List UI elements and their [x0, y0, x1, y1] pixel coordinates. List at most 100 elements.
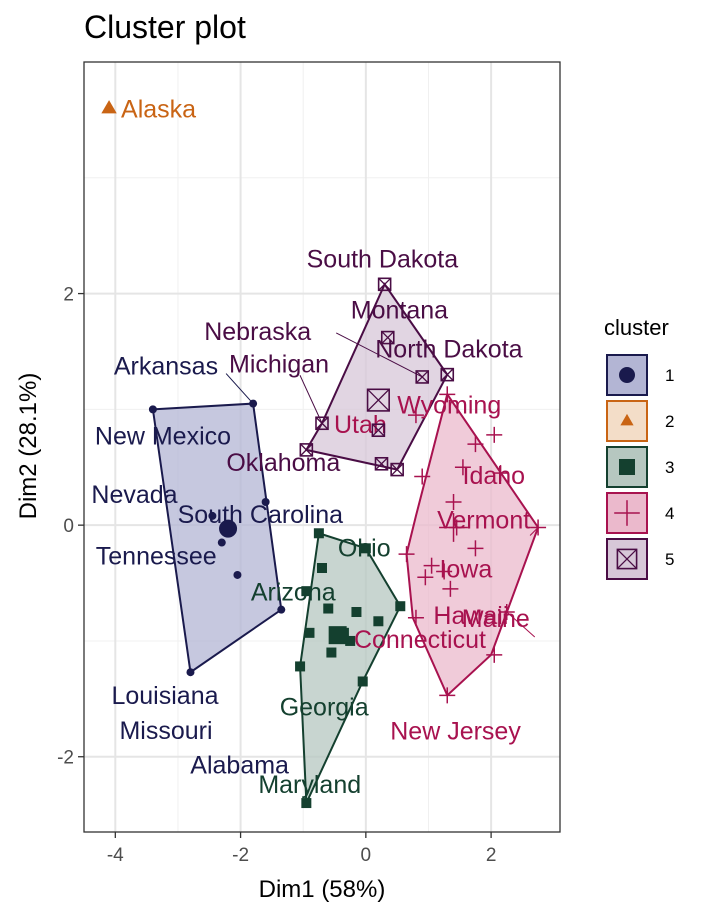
- point-label: Connecticut: [354, 626, 486, 654]
- cluster-2-center: [101, 100, 117, 114]
- cluster-4-point: [417, 569, 434, 586]
- cluster-3-point: [301, 586, 312, 597]
- legend-label: 5: [665, 550, 674, 569]
- point-label: Alaska: [121, 95, 196, 123]
- cluster-3-point: [357, 676, 368, 687]
- legend-entry-3: 3: [606, 446, 674, 488]
- cluster-5-point: [377, 277, 392, 292]
- cluster-5-point: [371, 423, 386, 438]
- cluster-4-point: [442, 580, 459, 597]
- cluster-3-point: [360, 543, 371, 554]
- cluster-4-point: [436, 563, 453, 580]
- x-tick-label: 0: [361, 845, 372, 866]
- point-label: Iowa: [439, 555, 492, 583]
- point-label: Idaho: [463, 462, 526, 490]
- legend-key-marker: [619, 367, 635, 383]
- point-label: Wyoming: [397, 391, 501, 419]
- legend-entry-5: 5: [606, 538, 674, 580]
- point-label: Louisiana: [111, 682, 218, 710]
- point-label: Tennessee: [96, 543, 217, 571]
- point-label: Vermont: [437, 506, 530, 534]
- cluster-1-point: [148, 405, 157, 414]
- cluster-4-point: [423, 557, 440, 574]
- point-label: Michigan: [229, 350, 329, 378]
- cluster-3-point: [395, 601, 406, 612]
- cluster-5-hull: [304, 282, 449, 471]
- label-leader-line: [225, 373, 254, 404]
- x-tick-label: 2: [486, 845, 497, 866]
- point-label: South Dakota: [307, 245, 459, 273]
- cluster-3-point: [323, 603, 334, 614]
- legend: cluster 1 2 3 4 5: [604, 315, 674, 580]
- legend-entry-1: 1: [606, 354, 674, 396]
- x-axis-title: Dim1 (58%): [259, 876, 386, 903]
- cluster-5-point: [380, 330, 395, 345]
- cluster-4-point: [439, 687, 456, 704]
- cluster-1-point: [208, 511, 217, 520]
- label-leader-line: [506, 611, 536, 638]
- point-label: Utah: [334, 411, 387, 439]
- cluster-3-point: [317, 563, 327, 573]
- point-label: New Mexico: [95, 422, 231, 450]
- point-label: Alabama: [190, 752, 289, 780]
- legend-label: 4: [665, 504, 674, 523]
- label-leader-line: [299, 375, 323, 424]
- cluster-5-point: [374, 456, 389, 471]
- cluster-5-point: [299, 443, 314, 457]
- cluster-3-point: [326, 647, 337, 658]
- point-label: Oklahoma: [226, 449, 340, 477]
- point-label: Arizona: [251, 578, 336, 606]
- point-label: Georgia: [280, 693, 369, 721]
- legend-entry-4: 4: [606, 492, 674, 534]
- cluster-4-point: [467, 540, 484, 557]
- cluster-3-point: [373, 616, 384, 627]
- cluster-3-point: [351, 607, 362, 617]
- legend-key: [606, 400, 648, 442]
- cluster-3-point: [304, 627, 315, 638]
- legend-key-marker: [614, 500, 640, 526]
- x-tick-label: -4: [107, 845, 124, 866]
- cluster-4-point: [445, 494, 462, 510]
- point-label: Ohio: [338, 534, 391, 562]
- cluster-4-point: [492, 465, 509, 482]
- legend-entry-2: 2: [606, 400, 674, 442]
- cluster-5-point: [390, 462, 404, 477]
- cluster-4-point: [407, 609, 424, 626]
- cluster-3-point: [345, 635, 356, 646]
- point-label: Maine: [462, 605, 530, 633]
- cluster-4-point: [486, 646, 503, 663]
- legend-title: cluster: [604, 315, 669, 340]
- point-label: South Carolina: [178, 501, 343, 529]
- x-tick-label: -2: [232, 845, 249, 866]
- legend-key-marker: [620, 413, 634, 426]
- point-label: Arkansas: [114, 353, 218, 381]
- cluster-1-point: [233, 570, 242, 579]
- cluster-3-point: [295, 661, 306, 672]
- cluster-4-point: [398, 546, 415, 563]
- point-label: New Jersey: [390, 717, 521, 745]
- point-label: Hawaii: [433, 602, 508, 630]
- label-leader-line: [335, 332, 423, 378]
- cluster-4-point: [439, 386, 456, 403]
- legend-label: 3: [665, 458, 674, 477]
- cluster-5-center: [366, 388, 390, 412]
- cluster-4-point: [467, 436, 484, 453]
- point-label: Nebraska: [204, 318, 311, 346]
- cluster-4-point: [486, 426, 503, 443]
- cluster-4-hull: [405, 391, 540, 698]
- cluster-4-point: [414, 468, 431, 485]
- y-tick-label: 2: [63, 285, 74, 306]
- cluster-1-point: [217, 538, 226, 547]
- point-label: Montana: [351, 297, 448, 325]
- cluster-5-point: [440, 367, 455, 382]
- legend-key-marker: [619, 459, 635, 475]
- cluster-4-point: [407, 407, 424, 424]
- y-tick-label: -2: [57, 748, 74, 769]
- legend-label: 2: [665, 412, 674, 431]
- cluster-4-center: [439, 513, 468, 542]
- cluster-1-point: [277, 605, 286, 614]
- y-axis-title: Dim2 (28.1%): [15, 373, 42, 520]
- cluster-4-point: [454, 459, 471, 476]
- point-label: Missouri: [119, 717, 212, 745]
